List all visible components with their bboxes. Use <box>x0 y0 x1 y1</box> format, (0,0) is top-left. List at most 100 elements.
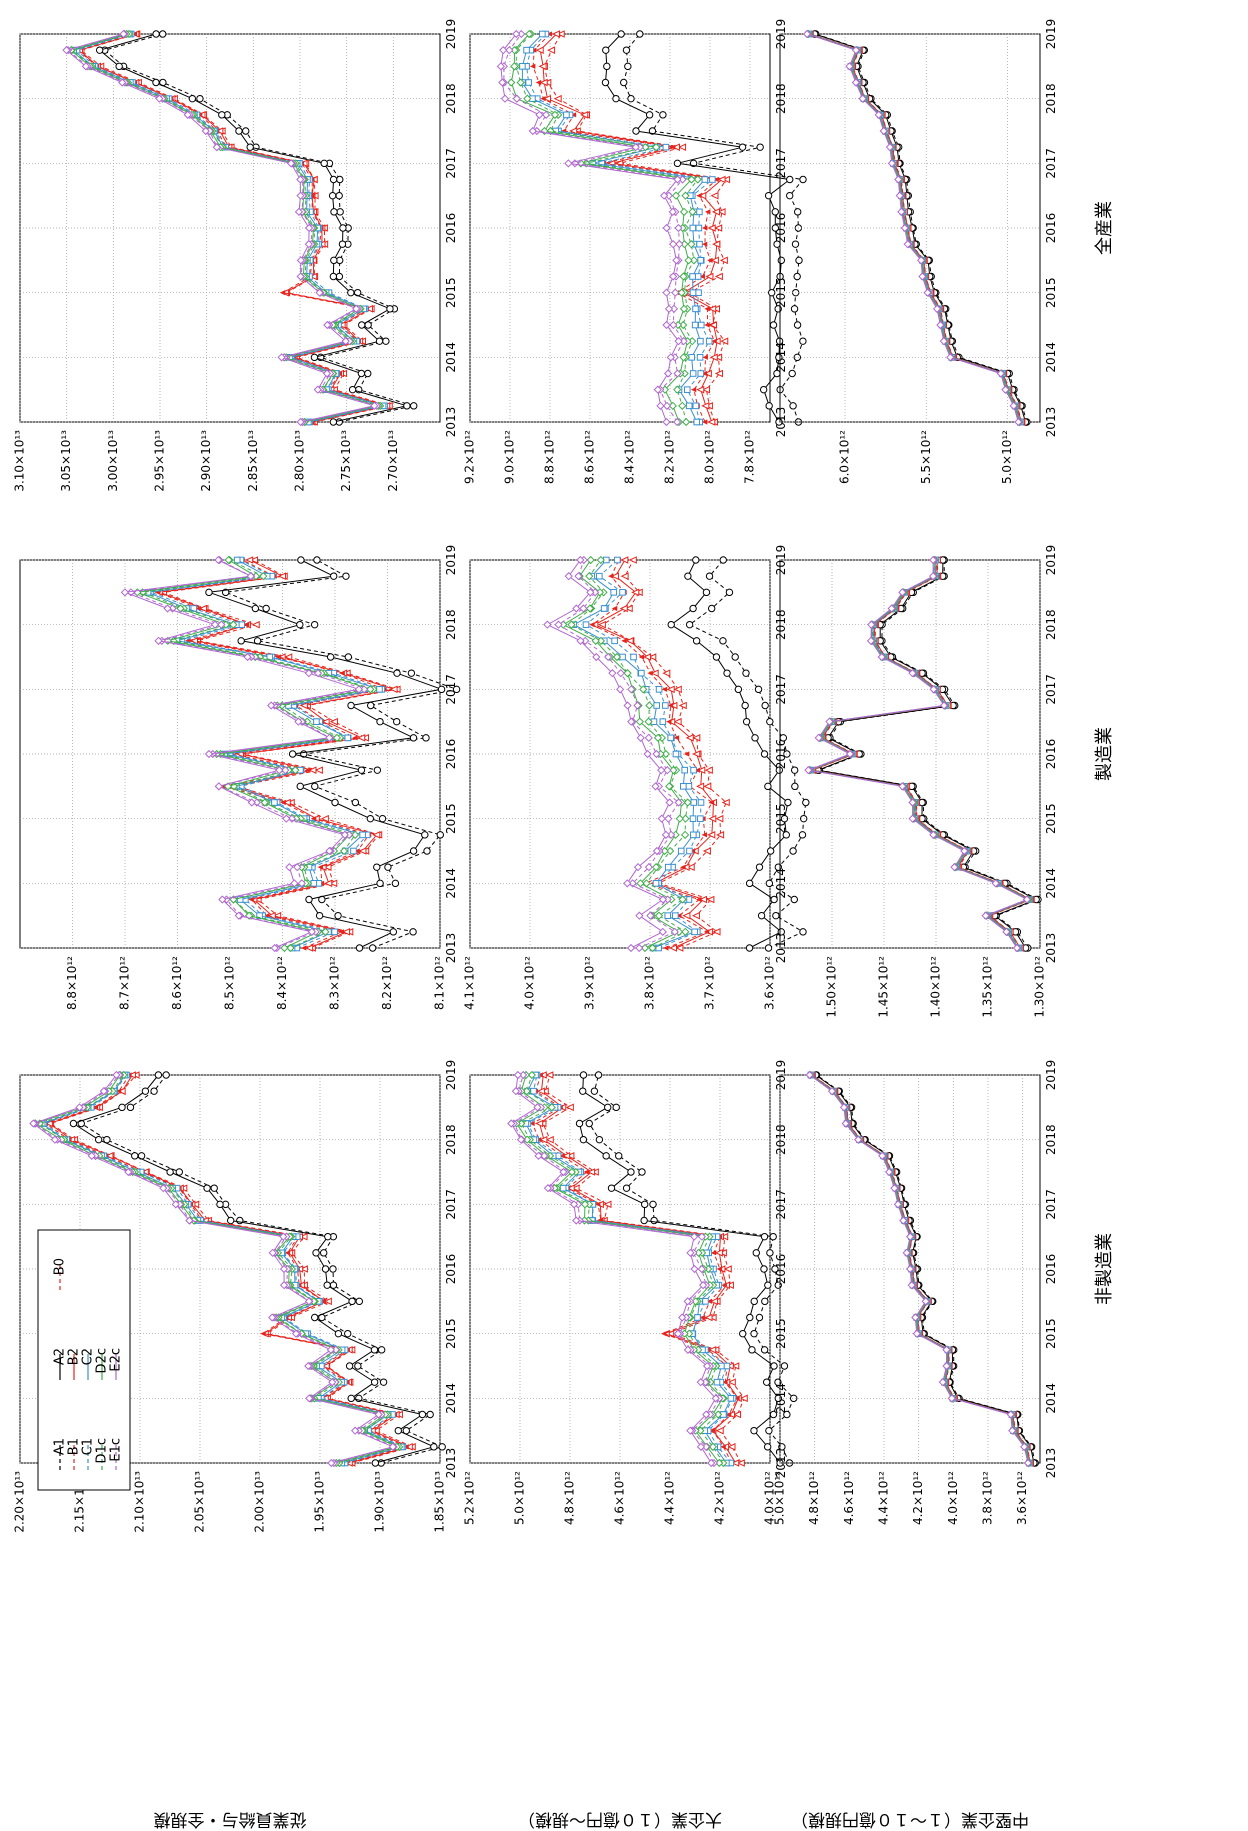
data-point-a1 <box>410 402 418 410</box>
data-point-e2c <box>87 1151 96 1160</box>
data-point-e2c <box>29 1119 38 1128</box>
data-point-a2 <box>602 1152 610 1160</box>
data-point-d2c <box>660 846 669 856</box>
data-point-a2 <box>641 1200 649 1209</box>
data-point-a2 <box>738 143 747 151</box>
data-point-a1 <box>329 1265 337 1273</box>
data-point-e2c <box>907 1281 916 1290</box>
series-line-a2 <box>98 33 408 423</box>
data-point-e2c <box>323 320 332 330</box>
data-point-a2 <box>604 1103 612 1112</box>
data-point-a2 <box>770 895 778 904</box>
data-point-e2c <box>946 353 955 362</box>
data-point-b1 <box>692 734 701 742</box>
data-point-b0 <box>279 290 286 296</box>
time-tick-label: 2016 <box>1044 213 1058 244</box>
data-point-e1c <box>673 369 682 378</box>
data-point-a2 <box>763 1443 772 1451</box>
data-point-b1 <box>673 717 682 726</box>
time-tick-label: 2015 <box>1044 277 1058 308</box>
data-point-a2 <box>375 337 384 345</box>
data-point-e2c <box>929 555 938 565</box>
data-point-c2 <box>689 815 697 822</box>
data-point-b1 <box>678 701 687 710</box>
data-point-e2c <box>246 572 255 581</box>
data-point-b2 <box>708 814 717 823</box>
data-point-e2c <box>921 1297 930 1306</box>
data-point-a2 <box>784 798 792 807</box>
value-tick-label: 8.3×10¹² <box>328 956 342 1010</box>
data-point-b2 <box>404 1443 413 1451</box>
data-point-e2c <box>507 1119 516 1128</box>
data-point-a2 <box>764 1281 772 1289</box>
data-point-d2c <box>671 191 681 200</box>
data-point-e2c <box>879 126 888 136</box>
data-point-a2 <box>394 1426 402 1435</box>
data-point-a1 <box>791 782 799 791</box>
data-point-a2 <box>765 402 773 410</box>
data-point-c1 <box>702 1298 709 1305</box>
data-point-a1 <box>159 30 167 38</box>
data-point-d2c <box>679 272 688 281</box>
data-point-c2 <box>689 289 697 296</box>
data-point-b0 <box>699 1314 706 1321</box>
data-point-b2 <box>631 588 640 597</box>
data-point-c2 <box>376 686 383 693</box>
data-point-b1 <box>565 1103 574 1112</box>
data-point-c2 <box>672 750 680 758</box>
data-point-c1 <box>619 589 626 596</box>
data-point-e1c <box>635 943 644 953</box>
data-point-a2 <box>739 1329 747 1338</box>
data-point-d2c <box>687 175 696 184</box>
data-point-a2 <box>310 1313 319 1322</box>
data-point-b0 <box>403 1444 409 1450</box>
data-point-e2c <box>960 846 969 856</box>
data-point-b2 <box>539 1135 548 1144</box>
data-point-a1 <box>351 798 360 807</box>
data-point-e2c <box>572 604 581 613</box>
data-point-a1 <box>791 240 800 248</box>
data-point-a2 <box>673 159 682 168</box>
data-point-b0 <box>701 241 708 247</box>
data-point-a2 <box>320 159 328 168</box>
data-point-c1 <box>697 815 704 822</box>
panel-0-1: 8.8×10¹² 8.7×10¹² 8.6×10¹² 8.5×10¹² 8.4×10¹²… <box>19 545 1115 1010</box>
data-point-c2 <box>689 273 696 280</box>
data-point-c1 <box>659 718 667 725</box>
data-point-b2 <box>127 1071 136 1079</box>
data-point-a1 <box>336 208 344 216</box>
data-point-a1 <box>788 369 796 378</box>
data-point-b2 <box>731 1459 740 1467</box>
data-point-a1 <box>799 814 808 823</box>
data-point-a2 <box>617 30 625 38</box>
data-point-e2c <box>388 1442 397 1451</box>
data-point-a2 <box>288 750 297 758</box>
data-point-a1 <box>452 685 461 694</box>
value-tick-label: 4.1×10¹² <box>463 956 477 1010</box>
data-point-d2c <box>525 29 534 39</box>
value-tick-label: 2.05×10¹³ <box>193 1471 207 1533</box>
data-point-e2c <box>210 620 220 629</box>
data-point-e2c <box>512 29 521 39</box>
data-point-e2c <box>939 337 948 346</box>
series-line-e2c <box>806 560 1029 949</box>
data-point-b2 <box>642 653 652 661</box>
data-point-a2 <box>389 928 398 936</box>
data-point-c1 <box>614 556 621 564</box>
time-tick-label: 2014 <box>444 1383 458 1414</box>
data-point-c2 <box>523 46 530 54</box>
data-point-d1c <box>639 685 648 694</box>
data-point-c2 <box>680 783 687 790</box>
data-point-a1 <box>384 863 392 871</box>
data-point-d1c <box>681 830 690 839</box>
data-point-a2 <box>376 717 384 726</box>
data-point-a2 <box>745 944 754 952</box>
data-point-d1c <box>688 207 697 216</box>
data-point-e2c <box>827 1087 837 1096</box>
data-point-a2 <box>251 604 260 613</box>
data-point-a1 <box>612 1103 620 1112</box>
data-point-a2 <box>782 831 790 839</box>
data-point-a1 <box>595 1135 604 1144</box>
data-point-a1 <box>760 1346 769 1354</box>
data-point-e2c <box>686 1248 695 1257</box>
